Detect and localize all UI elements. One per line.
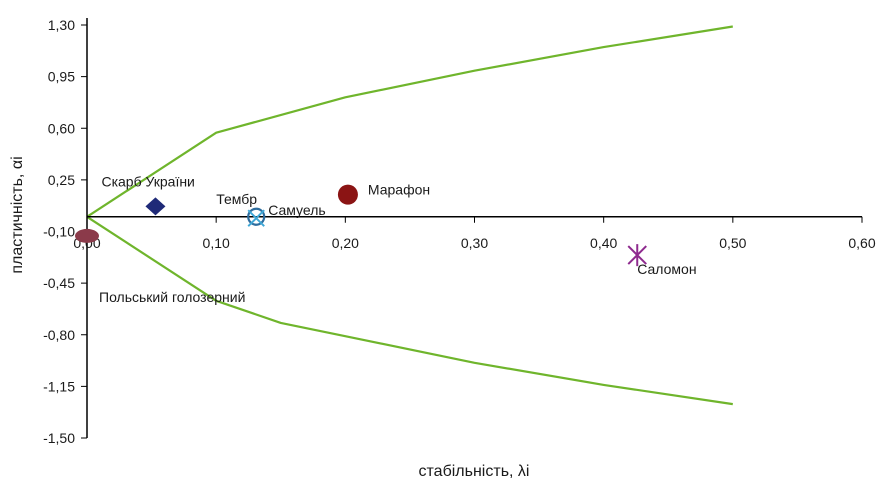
boundary-lines xyxy=(86,25,733,406)
point-label: Польський голозерний xyxy=(99,289,245,305)
point-label: Саломон xyxy=(637,261,696,277)
point-asterisk xyxy=(627,244,647,267)
axes xyxy=(86,18,862,438)
y-tick-label: -0,10 xyxy=(43,224,75,240)
y-tick-label: -1,15 xyxy=(43,378,75,394)
point-label: Тембр xyxy=(216,191,257,207)
x-axis-ticks: 0,000,100,200,300,400,500,60 xyxy=(73,216,876,251)
x-axis-title: стабільність, λi xyxy=(419,463,530,480)
point-x xyxy=(247,209,265,227)
y-tick-label: 0,60 xyxy=(48,120,75,136)
y-axis-ticks: 1,30 0,95 0,60 0,25 -0,10 -0,45 -0,80 -1,15 -1,5… xyxy=(43,17,87,446)
point-circle-open xyxy=(247,207,266,226)
boundary-lower-line xyxy=(86,215,733,406)
y-axis-title: пластичність, αi xyxy=(9,156,26,273)
point-label: Скарб України xyxy=(101,173,194,189)
point-circle xyxy=(337,184,358,205)
boundary-upper-line xyxy=(86,25,733,218)
point-label: Самуель xyxy=(268,202,325,218)
y-tick-label: -0,80 xyxy=(43,327,75,343)
y-tick-label: 0,95 xyxy=(48,69,75,85)
x-tick-label: 0,20 xyxy=(332,235,359,251)
x-tick-label: 0,50 xyxy=(719,235,746,251)
point-labels: Скарб України Тембр Самуель Марафон Саломон П… xyxy=(99,173,697,304)
x-tick-label: 0,30 xyxy=(461,235,488,251)
point-label: Марафон xyxy=(368,182,430,198)
x-tick-label: 0,60 xyxy=(848,235,875,251)
y-tick-label: -0,45 xyxy=(43,275,75,291)
x-tick-label: 0,10 xyxy=(203,235,230,251)
point-ellipse xyxy=(75,228,99,243)
y-tick-label: -1,50 xyxy=(43,430,75,446)
y-tick-label: 0,25 xyxy=(48,172,75,188)
data-points xyxy=(75,184,647,267)
point-diamond xyxy=(145,197,166,216)
x-tick-label: 0,40 xyxy=(590,235,617,251)
y-tick-label: 1,30 xyxy=(48,17,75,33)
